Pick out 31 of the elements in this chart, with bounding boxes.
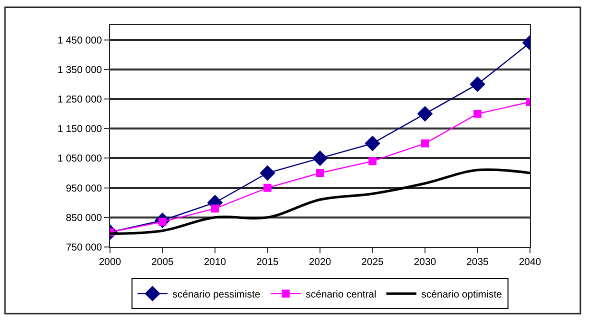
point	[421, 139, 429, 148]
point	[211, 204, 219, 213]
x-tick-label: 2000	[98, 257, 122, 268]
legend-label: scénario central	[306, 289, 376, 300]
x-tick-label: 2030	[414, 257, 437, 268]
point	[417, 106, 433, 122]
legend-label: scénario pessimiste	[172, 289, 261, 300]
x-tick-label: 2010	[204, 257, 227, 268]
y-tick-label: 950 000	[66, 183, 102, 194]
y-tick-label: 1 250 000	[58, 94, 102, 106]
legend-label: scénario optimiste	[421, 289, 502, 300]
x-tick-label: 2035	[466, 257, 490, 268]
point	[474, 110, 482, 118]
x-tick-label: 2015	[256, 257, 280, 268]
point	[260, 165, 276, 181]
y-tick-label: 1 150 000	[58, 124, 102, 136]
y-tick-label: 850 000	[66, 212, 102, 224]
point	[470, 76, 486, 92]
y-tick-label: 1 350 000	[58, 64, 102, 76]
x-tick-label: 2040	[518, 257, 542, 268]
y-tick-label: 750 000	[66, 242, 102, 254]
y-tick-label: 1 050 000	[58, 154, 102, 165]
x-tick-label: 2025	[361, 257, 384, 268]
y-tick-label: 1 450 000	[58, 35, 102, 46]
point	[264, 184, 272, 192]
point	[316, 169, 324, 177]
point	[368, 157, 376, 166]
x-tick-label: 2005	[151, 257, 174, 268]
x-tick-label: 2020	[308, 257, 332, 268]
point	[312, 150, 328, 166]
point	[364, 136, 380, 152]
